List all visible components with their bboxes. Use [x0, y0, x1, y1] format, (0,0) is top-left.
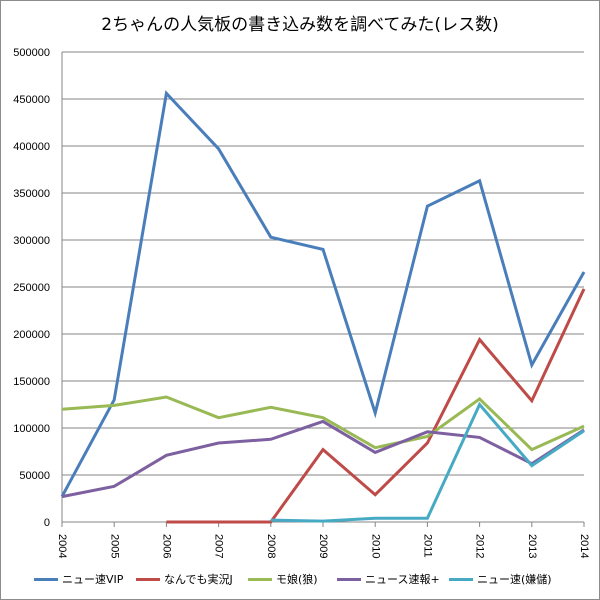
y-tick-label: 200000 — [13, 329, 50, 341]
legend-label: なんでも実況J — [164, 573, 233, 586]
legend-label: モ娘(狼) — [276, 573, 318, 586]
series-line-1 — [60, 90, 586, 498]
legend-item: なんでも実況J — [136, 568, 233, 590]
y-tick-label: 500000 — [13, 47, 50, 59]
x-tick-label: 2012 — [474, 534, 486, 558]
legend-swatch — [34, 577, 58, 581]
x-tick-label: 2004 — [56, 534, 68, 558]
legend-swatch — [136, 577, 160, 581]
x-tick-label: 2014 — [578, 534, 590, 558]
y-tick-label: 300000 — [13, 235, 50, 247]
y-tick-label: 400000 — [13, 141, 50, 153]
x-tick-label: 2010 — [369, 534, 381, 558]
legend: ニュー速VIP なんでも実況J モ娘(狼) ニュース速報+ ニュー速(嫌儲) — [0, 568, 600, 590]
series-line-5 — [270, 401, 585, 523]
legend-swatch — [248, 577, 272, 581]
x-tick-label: 2011 — [421, 534, 433, 558]
series-line-2 — [166, 288, 586, 524]
x-tick-label: 2005 — [108, 534, 120, 558]
x-tick-label: 2008 — [265, 534, 277, 558]
y-tick-label: 450000 — [13, 94, 50, 106]
series-line-4 — [61, 419, 585, 499]
y-tick-label: 0 — [44, 517, 50, 529]
x-tick-label: 2013 — [526, 534, 538, 558]
y-tick-label: 150000 — [13, 376, 50, 388]
legend-swatch — [449, 577, 473, 581]
legend-label: ニュー速VIP — [62, 573, 124, 586]
legend-item: ニュー速VIP — [34, 568, 123, 590]
y-tick-label: 100000 — [13, 423, 50, 435]
legend-label: ニュース速報+ — [365, 573, 440, 586]
legend-item: モ娘(狼) — [248, 568, 318, 590]
legend-item: ニュー速(嫌儲) — [449, 568, 552, 590]
legend-swatch — [337, 577, 361, 581]
series-line-3 — [61, 395, 585, 452]
x-tick-label: 2006 — [160, 534, 172, 558]
y-tick-label: 250000 — [13, 282, 50, 294]
chart-title: 2ちゃんの人気板の書き込み数を調べてみた(レス数) — [101, 15, 499, 35]
x-tick-label: 2009 — [317, 534, 329, 558]
y-tick-label: 350000 — [13, 188, 50, 200]
legend-label: ニュー速(嫌儲) — [477, 573, 552, 586]
y-tick-label: 50000 — [19, 470, 50, 482]
x-tick-label: 2007 — [213, 534, 225, 558]
legend-item: ニュース速報+ — [337, 568, 440, 590]
